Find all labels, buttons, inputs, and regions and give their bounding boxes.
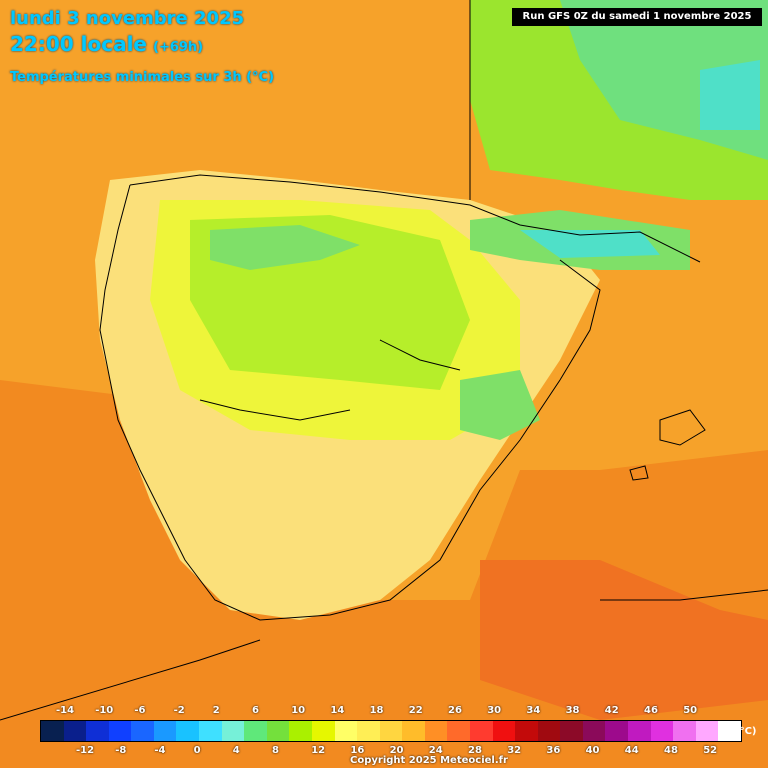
legend-swatch [673,721,696,741]
legend-swatch [108,721,132,741]
legend-label-bottom: 12 [311,745,326,756]
legend-label-top: -2 [173,705,185,716]
legend-label-bottom: 40 [585,745,600,756]
legend-label-top: 46 [644,705,658,716]
legend-label-top: 2 [212,705,220,716]
legend-label-bottom: 8 [272,745,279,756]
legend-swatch [469,721,493,741]
color-legend [40,720,742,742]
legend-swatch [605,721,629,741]
legend-label-top: 6 [252,705,259,716]
legend-label-bottom: 28 [468,745,482,756]
legend-swatch [379,721,403,741]
legend-swatch [582,721,606,741]
legend-swatch [86,721,109,741]
legend-swatch [357,721,380,741]
legend-label-top: 30 [487,705,502,716]
legend-label-bottom: 52 [703,745,718,756]
legend-swatch [447,721,470,741]
copyright: Copyright 2025 Meteociel.fr [350,755,508,766]
legend-label-bottom: 48 [664,745,678,756]
legend-label-top: -10 [95,705,114,716]
legend-swatch [515,721,538,741]
legend-swatch [560,721,583,741]
legend-label-bottom: 24 [428,745,443,756]
legend-label-top: 14 [330,705,345,716]
legend-swatch [311,721,335,741]
legend-swatch [266,721,290,741]
legend-unit: (°C) [735,726,757,737]
legend-label-bottom: -4 [154,745,166,756]
legend-swatch [402,721,425,741]
legend-label-top: -6 [134,705,146,716]
legend-swatch [131,721,154,741]
legend-swatch [199,721,222,741]
legend-label-top: -14 [56,705,75,716]
legend-swatch [334,721,358,741]
legend-label-bottom: -8 [115,745,127,756]
legend-label-top: 38 [565,705,580,716]
legend-swatch [289,721,312,741]
legend-swatch [650,721,674,741]
legend-label-bottom: 16 [350,745,365,756]
map-date: lundi 3 novembre 2025 [10,8,245,29]
legend-swatch [176,721,200,741]
legend-swatch [537,721,561,741]
legend-swatch [424,721,448,741]
legend-label-bottom: 4 [232,745,240,756]
legend-label-bottom: 32 [507,745,522,756]
legend-label-top: 10 [291,705,306,716]
legend-label-bottom: -12 [76,745,95,756]
map-subtitle: Températures minimales sur 3h (°C) [10,70,275,85]
map-time: 22:00 locale (+69h) [10,32,203,56]
legend-label-top: 22 [408,705,423,716]
legend-label-top: 50 [683,705,698,716]
legend-label-bottom: 44 [624,745,639,756]
legend-swatch [153,721,177,741]
legend-label-top: 18 [369,705,384,716]
legend-label-top: 26 [448,705,462,716]
legend-swatch [244,721,267,741]
legend-swatch [221,721,245,741]
legend-label-bottom: 0 [193,745,201,756]
legend-swatch [695,721,719,741]
map-time-label: 22:00 locale [10,32,147,56]
legend-swatch [492,721,516,741]
legend-label-top: 42 [604,705,619,716]
legend-label-bottom: 36 [546,745,561,756]
legend-label-bottom: 20 [389,745,404,756]
run-info: Run GFS 0Z du samedi 1 novembre 2025 [512,8,762,26]
legend-swatch [628,721,651,741]
legend-label-top: 34 [526,705,541,716]
legend-swatch [63,721,87,741]
legend-swatch [718,721,741,741]
legend-swatch [41,721,64,741]
map-lead-time: (+69h) [153,40,204,55]
